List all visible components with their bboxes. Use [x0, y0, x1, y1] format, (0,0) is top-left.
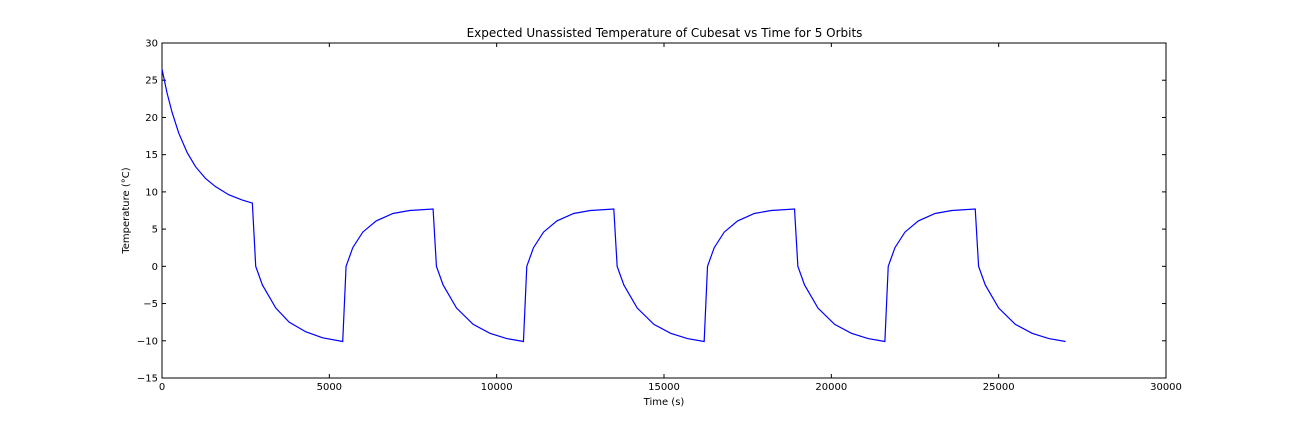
y-tick-label: 30	[145, 39, 158, 50]
y-tick-label: 0	[152, 262, 158, 273]
x-tick-label: 30000	[1150, 382, 1182, 393]
series-line	[161, 68, 1066, 343]
y-tick-label: 15	[145, 150, 158, 161]
x-tick-label: 15000	[648, 382, 680, 393]
y-tick-label: 20	[145, 113, 158, 124]
x-tick-label: 20000	[815, 382, 847, 393]
y-axis-label: Temperature (°C)	[121, 167, 132, 254]
chart-title: Expected Unassisted Temperature of Cubes…	[467, 26, 863, 40]
y-tick-label: −15	[137, 374, 158, 385]
y-tick-label: 5	[152, 225, 158, 236]
plot-frame	[161, 42, 1167, 379]
y-tick-label: −5	[143, 299, 158, 310]
y-tick-label: −10	[137, 336, 158, 347]
x-axis-label: Time (s)	[643, 397, 685, 408]
axis-ticks: 0 5000 10000 15000 20000 25000 30000 −15 −10 −5 0 5…	[137, 39, 1182, 394]
x-tick-label: 10000	[481, 382, 513, 393]
x-tick-label: 5000	[317, 382, 342, 393]
y-tick-label: 25	[145, 76, 158, 87]
x-tick-label: 0	[159, 382, 165, 393]
y-tick-label: 10	[145, 187, 158, 198]
x-tick-label: 25000	[983, 382, 1015, 393]
